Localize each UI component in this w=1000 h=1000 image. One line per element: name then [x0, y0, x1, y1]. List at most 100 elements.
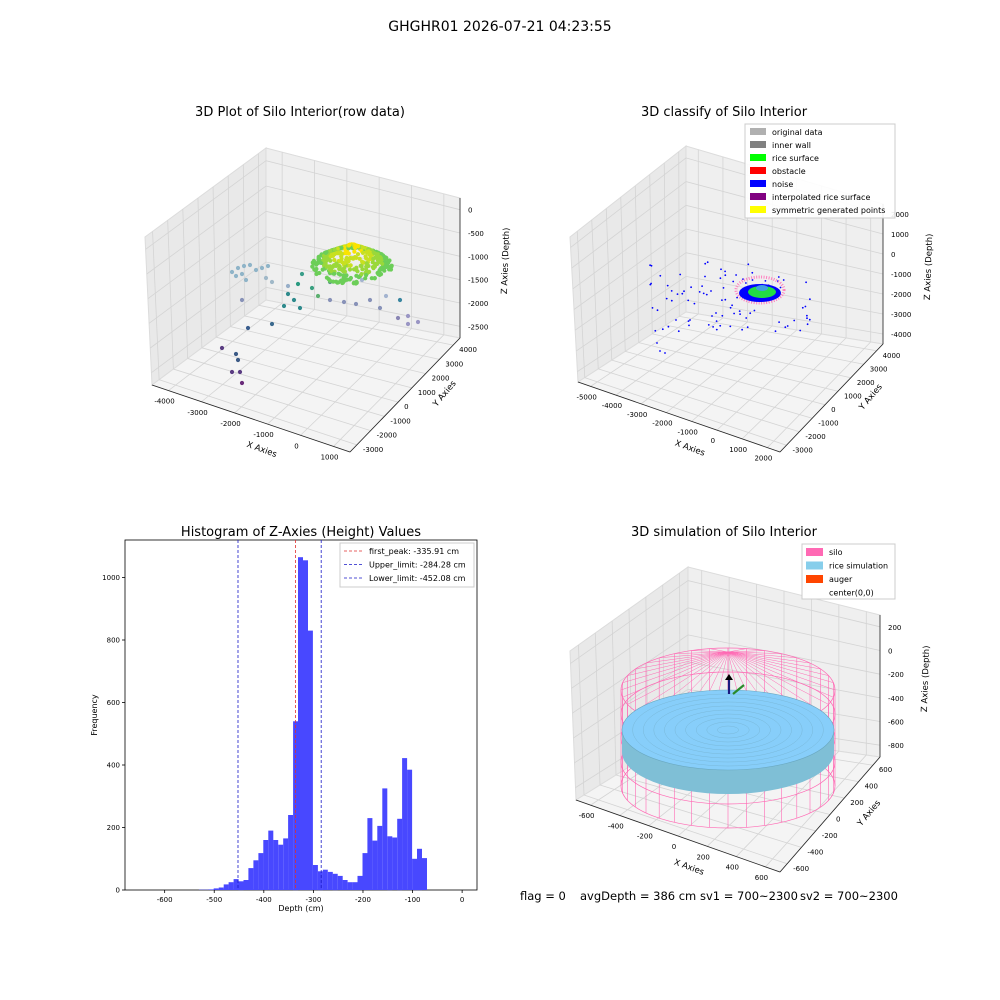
x-tick-label: -600	[157, 896, 173, 904]
y-tick-label: 800	[107, 637, 120, 645]
noise-point	[687, 299, 690, 302]
data-point	[350, 256, 355, 261]
data-point	[329, 265, 334, 270]
noise-point	[715, 320, 718, 322]
legend-label: auger	[829, 575, 853, 584]
data-point	[360, 267, 365, 272]
data-point	[380, 261, 385, 266]
noise-point	[651, 307, 654, 309]
y-tick-label: 400	[865, 783, 878, 791]
silo-roof-wire	[727, 651, 811, 664]
data-point	[378, 272, 384, 277]
noise-point	[746, 326, 749, 329]
data-point	[353, 301, 359, 307]
grid-line	[625, 350, 826, 406]
noise-point	[736, 296, 738, 299]
data-point	[357, 256, 362, 261]
noise-point	[724, 270, 726, 273]
legend-swatch	[750, 167, 766, 174]
grid-line	[590, 313, 699, 387]
noise-point	[659, 350, 661, 352]
histogram-bar	[243, 880, 249, 890]
noise-point	[793, 319, 796, 322]
histogram-bar	[283, 838, 289, 890]
y-tick-label: 3000	[870, 365, 888, 373]
silo-roof-wire	[627, 651, 729, 705]
noise-point	[806, 323, 809, 326]
histogram-bar	[307, 630, 313, 890]
x-tick-label: 0	[711, 437, 715, 445]
noise-point	[650, 264, 653, 267]
data-point	[237, 369, 243, 375]
histogram-bar	[327, 871, 333, 890]
y-tick-label: 1000	[418, 389, 436, 397]
grid-line	[583, 794, 788, 865]
noise-point	[689, 319, 691, 321]
z-tick-label: -1000	[468, 253, 488, 261]
grid-line	[640, 321, 748, 405]
histogram-bar	[213, 888, 219, 890]
legend-label: rice surface	[772, 154, 819, 163]
noise-point	[715, 312, 717, 314]
histogram-bar	[303, 560, 308, 890]
data-point	[340, 251, 345, 257]
grid-line	[216, 336, 412, 389]
grid-line	[152, 231, 160, 380]
data-point	[235, 265, 241, 271]
histogram-bar	[298, 557, 303, 890]
histogram-bar	[412, 858, 418, 891]
x-tick-label: -400	[608, 822, 624, 830]
noise-point	[665, 297, 668, 300]
grid-line	[147, 210, 461, 300]
noise-point	[656, 309, 659, 312]
data-point	[281, 303, 287, 309]
x-tick-label: 1000	[321, 453, 339, 461]
x-tick-label: 0	[672, 843, 676, 851]
grid-line	[573, 661, 881, 739]
legend-frame	[744, 123, 896, 219]
noise-point	[742, 278, 744, 280]
noise-point	[707, 324, 710, 326]
histogram-bar	[278, 844, 284, 890]
grid-line	[576, 275, 884, 352]
silo-roof-wire	[727, 651, 821, 712]
noise-point	[733, 312, 735, 315]
x-axis-label: Depth (cm)	[278, 904, 323, 913]
rice-surface-cluster	[748, 286, 776, 298]
data-point	[243, 277, 249, 283]
data-point	[352, 242, 357, 247]
y-tick-label: 2000	[857, 379, 875, 387]
y-tick-label: 0	[831, 406, 835, 414]
data-point	[369, 276, 374, 281]
histogram-bar	[382, 788, 388, 890]
data-point	[336, 271, 341, 276]
data-point	[235, 357, 241, 363]
data-point	[329, 269, 334, 274]
noise-point	[777, 276, 780, 278]
noise-point	[806, 317, 808, 320]
histogram-bar	[372, 840, 378, 890]
noise-point	[704, 275, 706, 278]
noise-point	[801, 306, 804, 309]
histogram-bar	[362, 853, 368, 890]
grid-line	[572, 204, 884, 290]
grid-line	[267, 321, 380, 425]
histogram-bar	[387, 836, 393, 891]
data-point	[335, 246, 340, 251]
data-point	[339, 256, 344, 261]
data-point	[372, 251, 377, 256]
histogram-bar	[417, 848, 422, 891]
silo-roof-wire	[627, 651, 729, 676]
noise-point	[666, 284, 669, 287]
noise-point	[731, 304, 733, 307]
data-point	[327, 278, 332, 283]
y-tick-label: -3000	[363, 446, 383, 454]
noise-point	[764, 280, 767, 282]
noise-point	[701, 285, 703, 287]
noise-point	[805, 281, 807, 284]
data-point	[364, 267, 369, 272]
histogram-bar	[332, 873, 338, 891]
noise-point	[702, 292, 705, 295]
x-tick-label: -1000	[677, 428, 697, 436]
noise-point	[670, 290, 673, 292]
